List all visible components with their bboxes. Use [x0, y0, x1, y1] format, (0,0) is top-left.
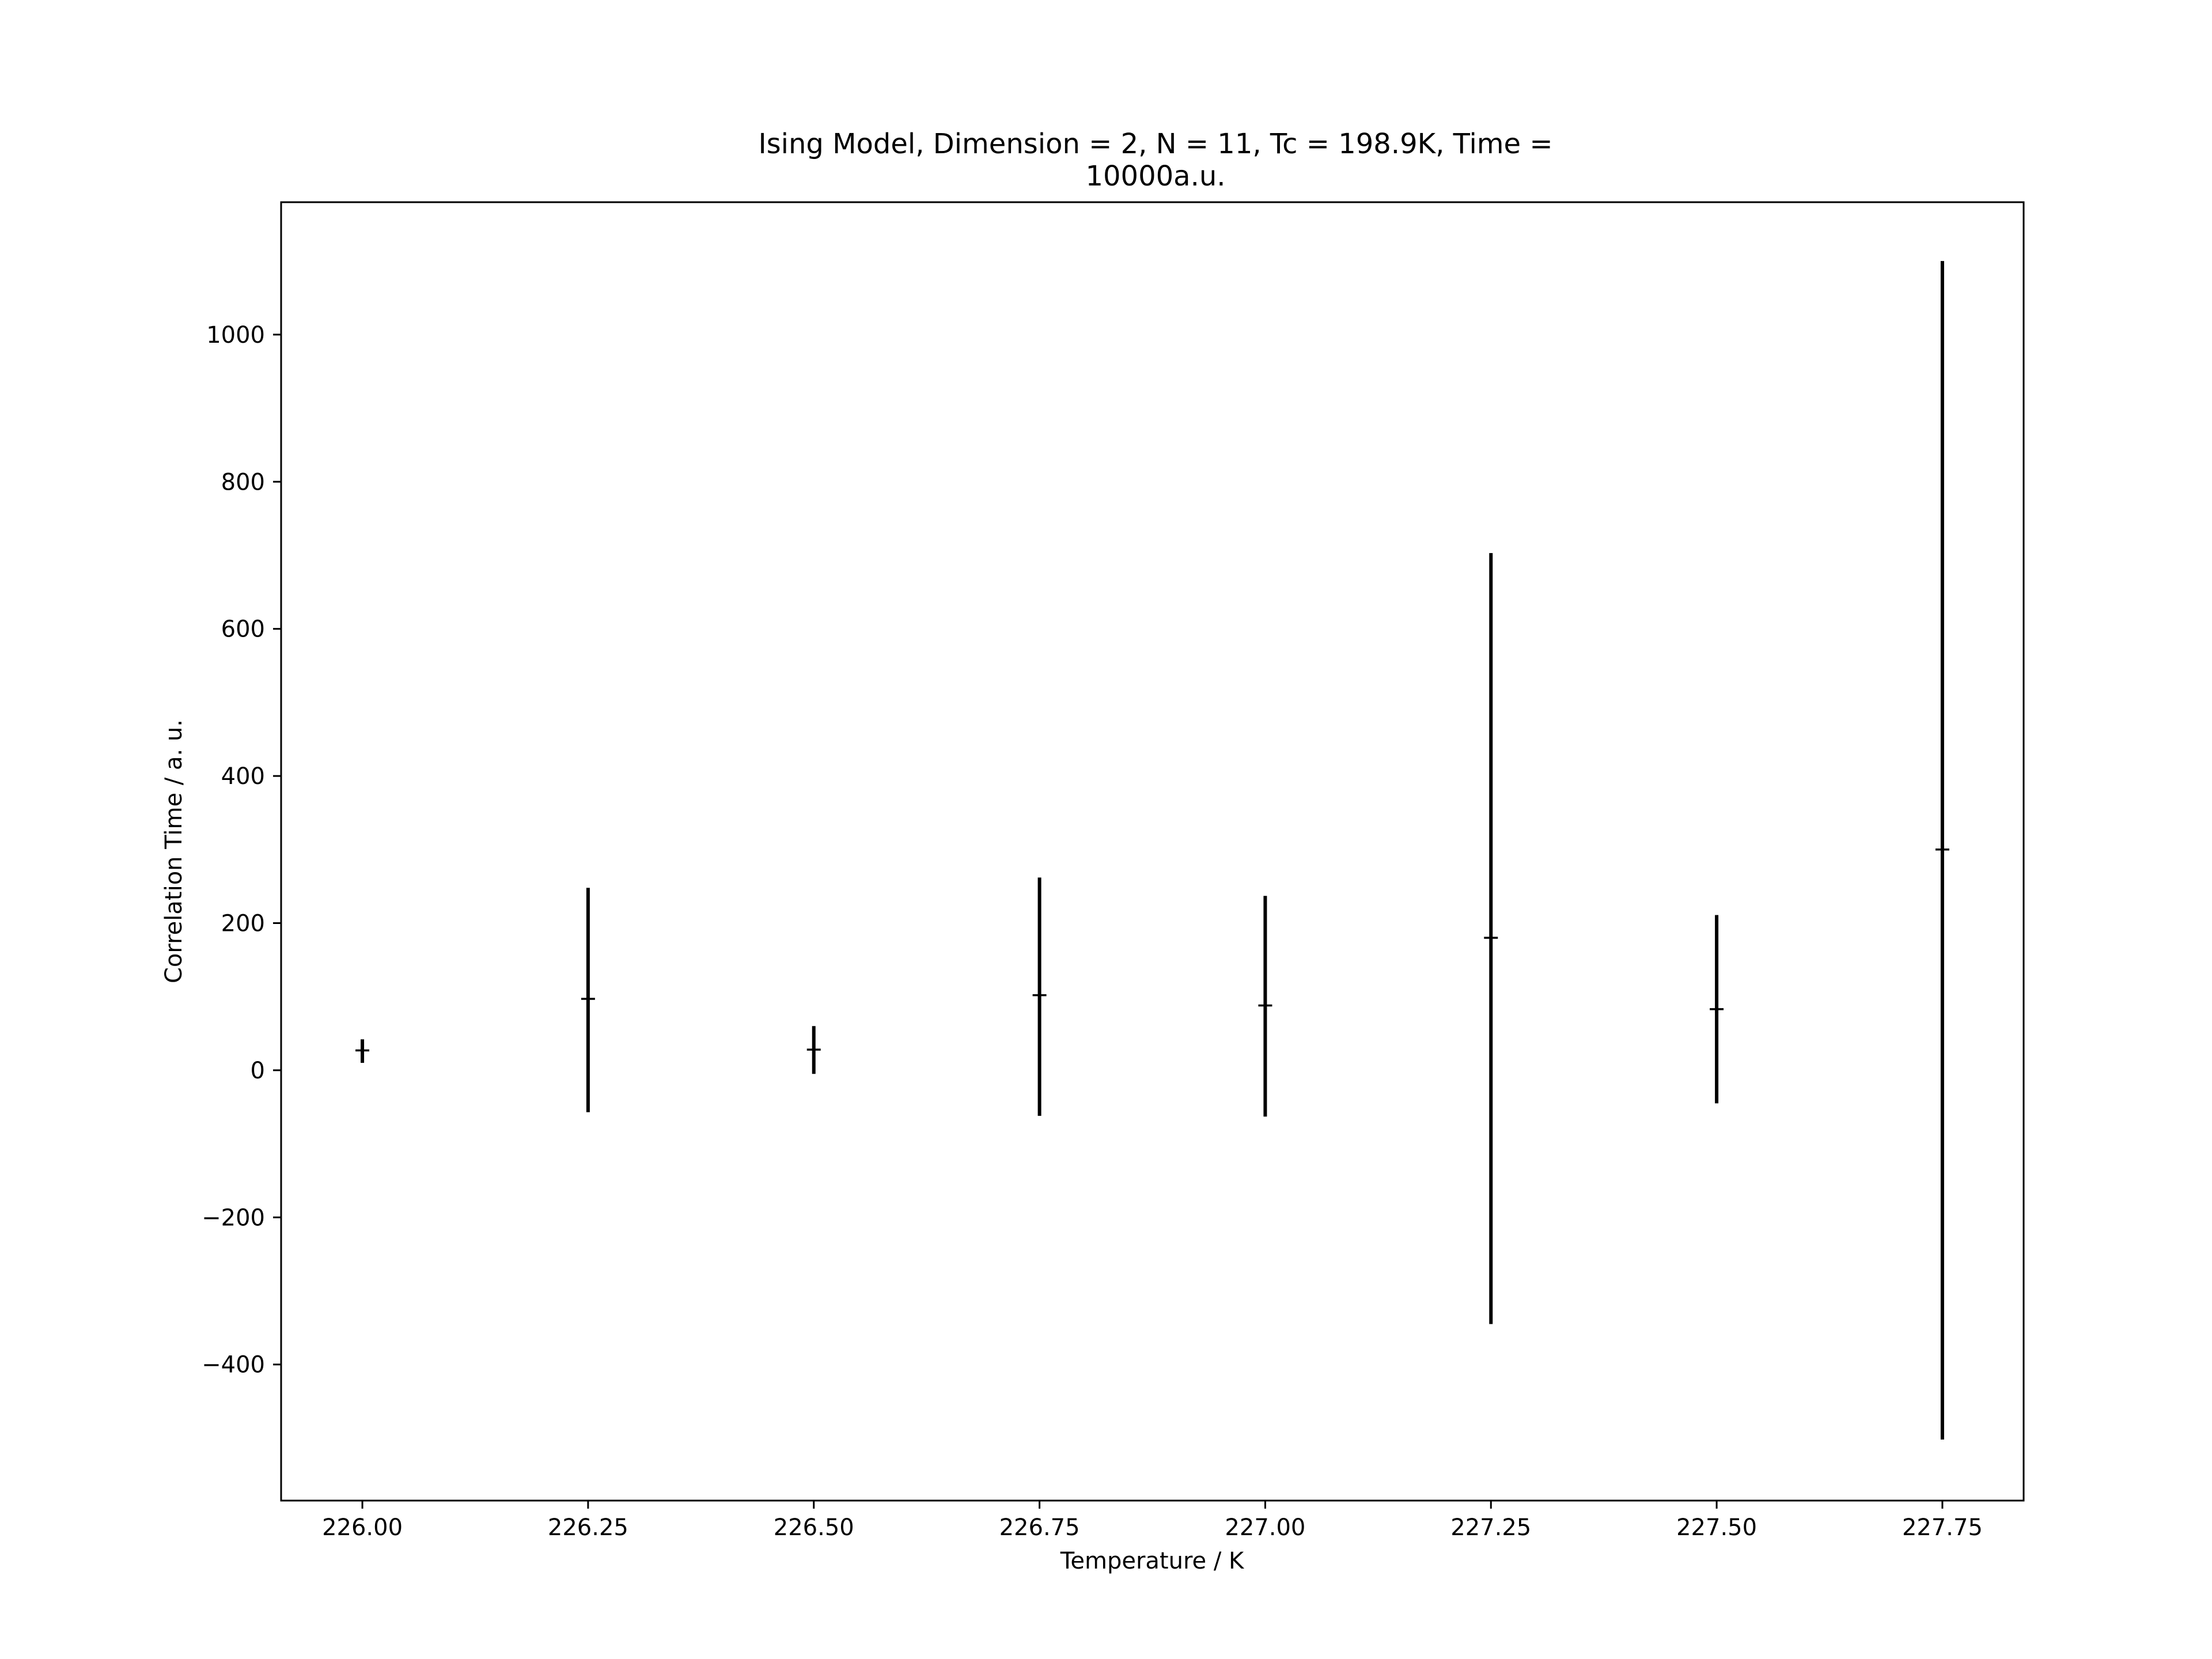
x-tick-label: 227.00 [1225, 1514, 1305, 1541]
x-tick-label: 227.50 [1676, 1514, 1757, 1541]
y-tick-label: 0 [251, 1058, 265, 1084]
axes-frame [280, 201, 2025, 1502]
y-tick-label: −200 [202, 1205, 265, 1231]
y-tick-label: −400 [202, 1352, 265, 1378]
x-axis-label: Temperature / K [1060, 1548, 1245, 1574]
y-tick-label: 1000 [206, 322, 265, 349]
x-tick-label: 227.25 [1450, 1514, 1531, 1541]
y-axis-label: Correlation Time / a. u. [161, 719, 187, 983]
y-tick-label: 600 [221, 616, 265, 643]
x-tick-label: 226.50 [774, 1514, 854, 1541]
y-tick-label: 400 [221, 763, 265, 790]
x-axis: 226.00 226.25 226.50 226.75 227.00 227.25 227.… [322, 1501, 1983, 1541]
x-tick-label: 226.00 [322, 1514, 403, 1541]
y-tick-label: 800 [221, 469, 265, 495]
y-tick-label: 200 [221, 911, 265, 937]
x-tick-label: 226.75 [999, 1514, 1080, 1541]
chart-title-line-1: Ising Model, Dimension = 2, N = 11, Tc =… [758, 128, 1552, 160]
chart-title-line-2: 10000a.u. [1085, 160, 1225, 192]
x-tick-label: 227.75 [1902, 1514, 1983, 1541]
plot-area [355, 261, 1949, 1440]
x-tick-label: 226.25 [548, 1514, 628, 1541]
y-axis: −400 −200 0 200 400 600 800 1000 [202, 322, 281, 1378]
